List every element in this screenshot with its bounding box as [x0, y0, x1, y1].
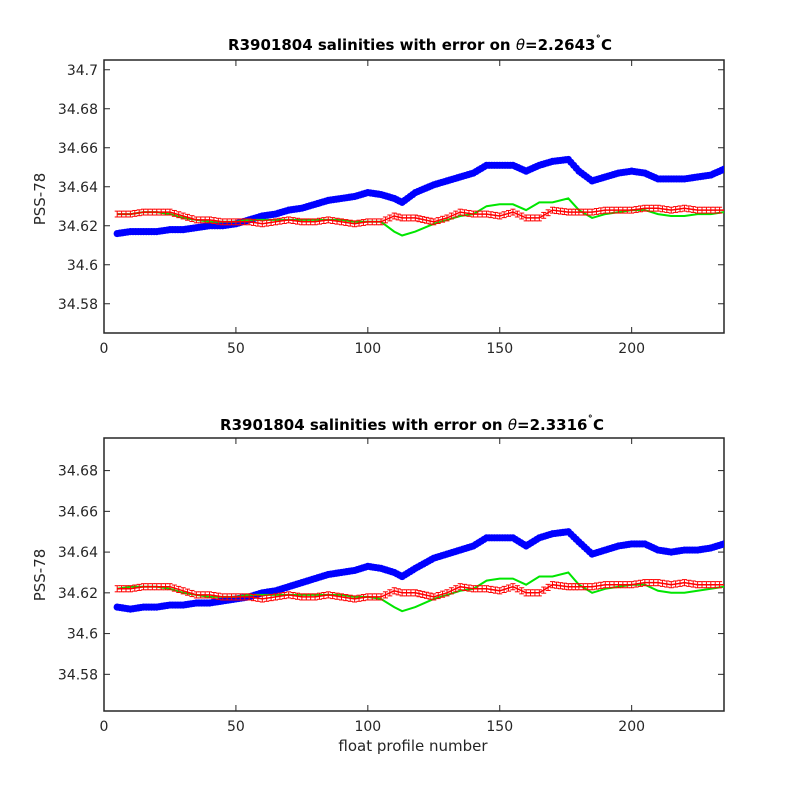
- x-tick-label: 0: [100, 341, 109, 357]
- title-unit: C: [593, 416, 604, 434]
- y-tick-label: 34.58: [58, 667, 98, 683]
- plot-area: 0 50 100 150 200 34.58 34.6 34.62 34.64 34.66 34.6…: [58, 437, 725, 735]
- title-theta-symbol: θ: [508, 416, 517, 434]
- x-tick-label: 200: [618, 719, 645, 735]
- data-layer: [113, 528, 724, 613]
- x-tick-label: 100: [354, 719, 381, 735]
- plot-area: 0 50 100 150 200 34.58 34.6 34.62 34.64 34.66 34.6…: [58, 59, 725, 357]
- y-axis-label: PSS-78: [31, 549, 49, 602]
- x-axis-label: float profile number: [338, 737, 488, 755]
- y-tick-label: 34.6: [67, 627, 98, 643]
- float-salinity-point: [720, 540, 724, 548]
- x-tick-label: 150: [486, 341, 513, 357]
- title-degree-symbol: ˚: [587, 414, 593, 427]
- chart-panel-top: R3901804 salinities with error on θ=2.26…: [31, 34, 725, 357]
- y-tick-label: 34.64: [58, 545, 98, 561]
- chart-title: R3901804 salinities with error on θ=2.26…: [228, 34, 612, 54]
- title-prefix: R3901804 salinities with error on: [220, 416, 508, 434]
- y-tick-label: 34.64: [58, 180, 98, 196]
- y-tick-label: 34.66: [58, 504, 98, 520]
- title-theta-symbol: θ: [516, 36, 525, 54]
- x-tick-label: 0: [100, 719, 109, 735]
- title-degree-symbol: ˚: [595, 34, 601, 47]
- y-tick-label: 34.68: [58, 464, 98, 480]
- x-tick-label: 50: [227, 341, 245, 357]
- data-layer: [113, 155, 724, 238]
- chart-title: R3901804 salinities with error on θ=2.33…: [220, 414, 604, 434]
- x-tick-label: 200: [618, 341, 645, 357]
- title-theta-value: =2.2643: [525, 36, 595, 54]
- title-prefix: R3901804 salinities with error on: [228, 36, 516, 54]
- title-unit: C: [601, 36, 612, 54]
- x-tick-label: 150: [486, 719, 513, 735]
- y-tick-label: 34.62: [58, 586, 98, 602]
- y-tick-label: 34.7: [67, 63, 98, 79]
- y-tick-label: 34.62: [58, 219, 98, 235]
- y-tick-label: 34.58: [58, 297, 98, 313]
- x-tick-label: 100: [354, 341, 381, 357]
- chart-panel-bottom: R3901804 salinities with error on θ=2.33…: [31, 414, 725, 755]
- y-axis-label: PSS-78: [31, 173, 49, 226]
- title-theta-value: =2.3316: [517, 416, 587, 434]
- axes-frame: [103, 59, 725, 334]
- y-tick-label: 34.6: [67, 258, 98, 274]
- y-tick-label: 34.66: [58, 141, 98, 157]
- axes-frame: [103, 437, 725, 712]
- x-tick-label: 50: [227, 719, 245, 735]
- float-salinity-point: [720, 165, 724, 173]
- y-tick-label: 34.68: [58, 102, 98, 118]
